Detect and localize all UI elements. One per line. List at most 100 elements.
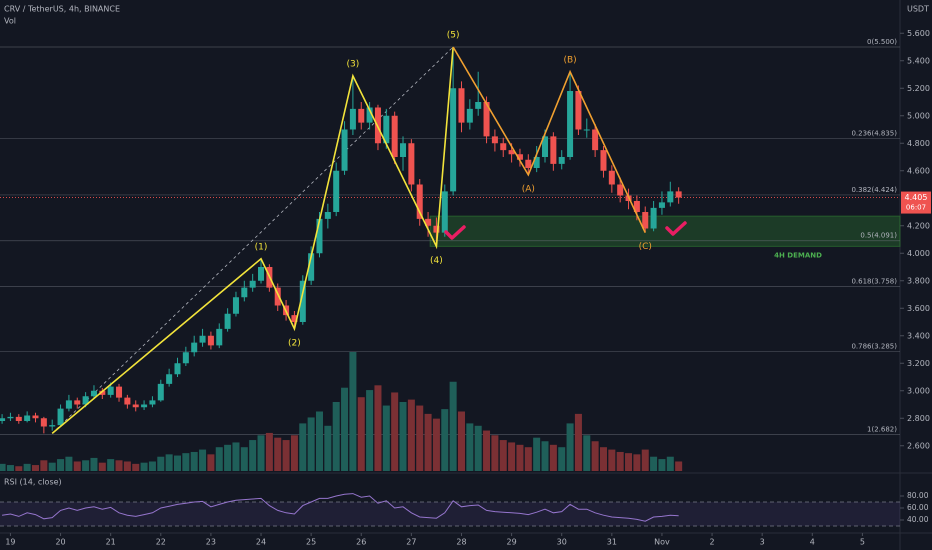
volume-bar [290,435,298,471]
candle-body [24,415,31,421]
fib-label: 0.786(3.285) [851,343,897,351]
volume-bar [107,459,115,471]
candle-body [575,91,582,130]
volume-bar [31,465,40,471]
candle-body [617,184,624,196]
candle-body [324,212,331,219]
candle-body [132,404,139,408]
candle-body [425,218,432,226]
volume-bar [207,454,215,471]
volume-bar [374,385,382,471]
candle-body [124,397,131,405]
candle-body [383,115,390,144]
candle-body [107,386,114,395]
volume-bar [332,401,340,471]
candle-body [500,143,507,151]
volume-bar [566,423,574,471]
candle-body [316,218,323,254]
fib-label: 0.618(3.758) [851,278,897,286]
volume-bar [633,454,641,471]
candle-body [675,191,682,198]
y-tick-label: 2.800 [907,414,930,423]
candle-body [441,191,448,233]
candle-body [149,400,156,405]
volume-bar [190,451,198,471]
candle-body [258,267,265,281]
fib-label: 0.382(4.424) [851,186,897,194]
rsi-tick-label: 60.00 [907,503,929,512]
candle-body [483,102,490,137]
x-tick-label: 3 [760,538,765,547]
candle-body [525,159,532,168]
y-tick-label: 3.600 [907,304,930,313]
volume-bar [483,430,491,471]
candle-body [241,287,248,298]
volume-bar [416,405,424,471]
volume-bar [558,447,566,471]
candle-body [308,253,315,281]
candle-body [249,280,256,288]
x-tick-label: 22 [156,538,166,547]
y-tick-label: 4.800 [907,139,930,148]
fib-label: 0.236(4.835) [851,129,897,137]
candle-body [15,416,22,421]
candle-body [358,108,365,123]
volume-bar [249,440,257,471]
chart-title: CRV / TetherUS, 4h, BINANCE [4,5,120,14]
y-tick-label: 2.600 [907,441,930,450]
candle-body [658,202,665,208]
candle-body [49,425,56,427]
x-tick-label: Nov [654,538,670,547]
volume-bar [57,459,65,471]
x-tick-label: 4 [810,538,815,547]
volume-bar [82,460,90,471]
x-tick-label: 21 [106,538,116,547]
volume-bar [324,425,332,471]
candle-body [592,129,599,151]
candle-body [458,88,465,123]
volume-bar [650,456,658,471]
y-tick-label: 5.400 [907,56,930,65]
y-tick-label: 3.200 [907,359,930,368]
x-tick-label: 20 [55,538,65,547]
check-mark [444,225,466,240]
volume-bar [240,447,248,471]
y-axis-label: USDT [907,5,929,14]
candle-body [90,390,97,397]
volume-bar [457,411,465,471]
volume-bar [215,447,223,471]
wave-label: (5) [447,31,460,41]
volume-bar [148,461,156,471]
volume-bar [499,440,507,471]
candle-body [74,400,81,405]
x-tick-label: 5 [860,538,865,547]
volume-bar [341,387,349,471]
volume-bar [491,435,499,471]
candle-body [466,108,473,123]
volume-bar [658,459,666,471]
candle-body [191,342,198,353]
x-tick-label: 23 [206,538,216,547]
candle-body [174,363,181,375]
candle-body [99,390,106,395]
candle-body [633,201,640,212]
wave-line [51,46,454,434]
volume-bar [516,444,524,471]
volume-bar [265,432,273,471]
volume-bar [40,460,48,471]
candle-body [349,108,356,130]
volume-bar [675,461,683,471]
y-tick-label: 4.000 [907,249,930,258]
volume-bar [533,437,541,471]
rsi-line [2,493,679,522]
volume-bar [257,435,265,471]
volume-bar [599,447,607,471]
volume-bar [608,449,616,471]
volume-bar [132,463,140,471]
volume-bar [349,352,357,471]
wave-label: (C) [639,242,652,252]
candle-body [475,102,482,109]
candle-body [166,374,173,384]
volume-bar [23,463,31,471]
